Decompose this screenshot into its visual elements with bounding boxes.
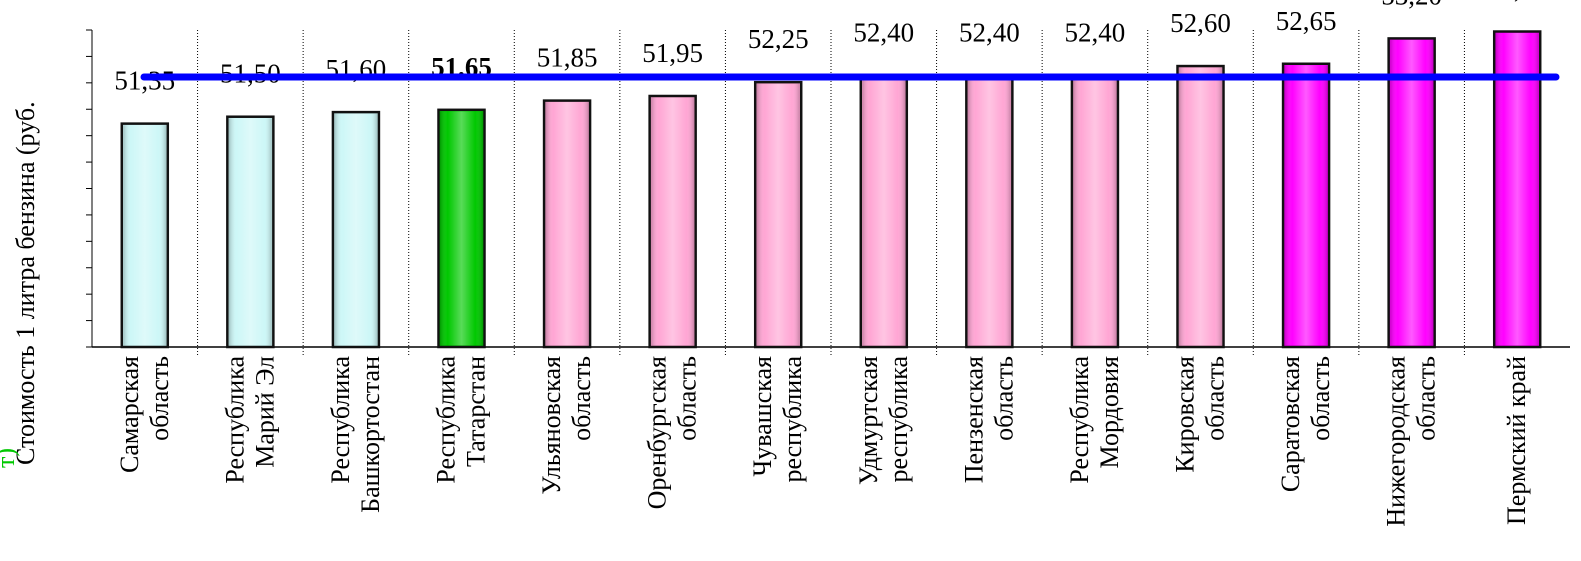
bar [226,115,275,349]
category-label: область [989,356,1018,441]
category-label: Саратовская [1276,356,1305,492]
value-label: 52,40 [1065,17,1126,47]
value-label: 53,35 [1487,0,1548,4]
bar [1281,62,1331,349]
category-label: Пермский край [1502,356,1531,525]
bar [753,80,803,349]
bar [965,74,1014,349]
value-label: 52,40 [959,17,1020,47]
bar [1492,30,1542,349]
category-label: республика [778,356,807,483]
category-label: республика [884,356,913,483]
category-label: Мордовия [1095,356,1124,469]
value-label: 51,85 [537,43,598,73]
category-label: Республика [432,356,461,484]
value-label: 51,35 [114,66,175,96]
bar [859,74,909,349]
category-label: Самарская [115,356,144,473]
category-label: Башкортостан [356,356,385,513]
bar [1387,37,1436,349]
category-label: Татарстан [462,356,491,467]
bar [331,110,381,349]
value-label: 52,65 [1276,6,1337,36]
bar [1070,74,1120,349]
bar [648,94,697,349]
category-label: Республика [220,356,249,484]
bars [120,30,1542,349]
category-label: Марий Эл [250,356,279,468]
value-label: 52,60 [1170,8,1231,38]
category-label: Удмуртская [854,356,883,485]
category-label: область [673,356,702,441]
value-label: 51,95 [642,38,703,68]
bar [120,122,170,349]
category-label: Ульяновская [537,356,566,495]
category-label: Чувашская [748,356,777,477]
category-label: Кировская [1171,356,1200,473]
category-label: Республика [326,356,355,484]
value-label: 52,40 [853,17,914,47]
y-axis-title: Стоимость 1 литра бензина (руб. [11,101,40,465]
bar [1176,64,1225,349]
category-labels: Самарская область Республика Марий Эл Респуб… [115,356,1531,527]
category-label: область [1306,356,1335,441]
category-label: Республика [1065,356,1094,484]
category-label: Пензенская [959,356,988,483]
y-axis-title-tail: т) [0,448,20,468]
bar [542,99,592,349]
value-label: 53,20 [1381,0,1442,10]
category-label: Оренбургская [643,356,672,509]
value-label: 52,25 [748,24,809,54]
category-label: область [145,356,174,441]
category-label: область [567,356,596,441]
category-label: Нижегородская [1382,356,1411,527]
category-label: область [1412,356,1441,441]
bar [437,108,486,349]
category-label: область [1201,356,1230,441]
